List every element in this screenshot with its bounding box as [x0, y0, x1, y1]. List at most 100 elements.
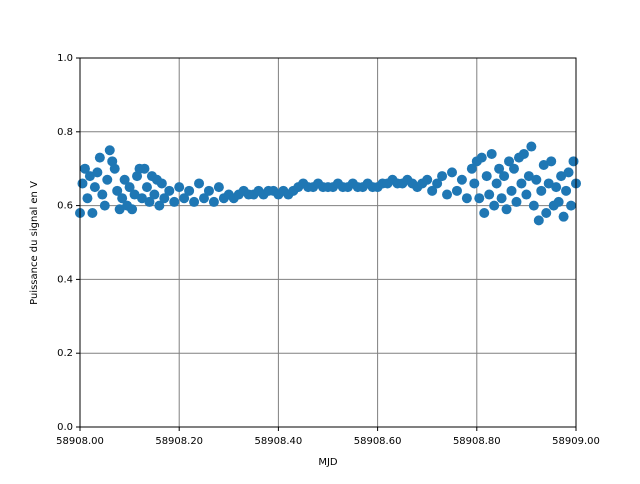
y-tick-label: 0.4: [57, 274, 73, 285]
data-point: [213, 182, 224, 193]
data-point: [77, 178, 88, 189]
data-point: [109, 163, 120, 174]
data-point: [501, 204, 512, 215]
data-point: [114, 204, 125, 215]
y-tick-label: 0.2: [57, 348, 73, 359]
data-point: [129, 189, 140, 200]
data-point: [469, 178, 480, 189]
data-point: [117, 193, 128, 204]
data-point: [184, 185, 195, 196]
data-point: [194, 178, 205, 189]
data-point: [491, 178, 502, 189]
data-point: [541, 207, 552, 218]
data-point: [87, 207, 98, 218]
data-point: [127, 204, 138, 215]
data-point: [526, 141, 537, 152]
data-point: [474, 193, 485, 204]
data-point: [479, 207, 490, 218]
data-point: [84, 171, 95, 182]
data-point: [164, 185, 175, 196]
data-point: [451, 185, 462, 196]
data-point: [494, 163, 505, 174]
data-point: [189, 196, 200, 207]
x-tick-label: 58908.00: [56, 436, 104, 447]
data-point: [476, 152, 487, 163]
data-point: [538, 160, 549, 171]
x-tick-label: 58908.80: [453, 436, 501, 447]
data-point: [82, 193, 93, 204]
data-point: [551, 182, 562, 193]
data-point: [528, 200, 539, 211]
data-point: [124, 182, 135, 193]
data-point: [556, 171, 567, 182]
x-tick-label: 58908.60: [354, 436, 402, 447]
data-point: [486, 148, 497, 159]
data-point: [521, 189, 532, 200]
y-tick-label: 0.8: [57, 127, 73, 138]
data-point: [92, 167, 103, 178]
data-point: [496, 193, 507, 204]
data-point: [518, 148, 529, 159]
data-point: [159, 193, 170, 204]
data-point: [144, 196, 155, 207]
data-point: [558, 211, 569, 222]
data-point: [568, 156, 579, 167]
data-point: [208, 196, 219, 207]
data-point: [504, 156, 515, 167]
data-point: [553, 196, 564, 207]
y-tick-label: 1.0: [57, 53, 73, 64]
data-point: [484, 189, 495, 200]
data-point: [139, 163, 150, 174]
data-point: [506, 185, 517, 196]
data-point: [481, 171, 492, 182]
data-point: [456, 174, 467, 185]
data-point: [516, 178, 527, 189]
data-point: [99, 200, 110, 211]
y-axis-label: Puissance du signal en V: [29, 181, 40, 305]
data-point: [523, 171, 534, 182]
data-point: [437, 171, 448, 182]
x-tick-label: 58909.00: [552, 436, 600, 447]
data-point: [94, 152, 105, 163]
data-point: [531, 174, 542, 185]
data-point: [169, 196, 180, 207]
data-point: [79, 163, 90, 174]
data-point: [432, 178, 443, 189]
data-point: [566, 200, 577, 211]
data-point: [511, 196, 522, 207]
data-point: [199, 193, 209, 204]
data-point: [546, 156, 557, 167]
data-point: [104, 145, 115, 156]
data-point: [203, 185, 214, 196]
data-point: [102, 174, 113, 185]
data-point: [509, 163, 519, 174]
data-point: [422, 174, 433, 185]
data-point: [427, 185, 438, 196]
data-point: [533, 215, 544, 226]
data-point: [156, 178, 167, 189]
data-point: [119, 174, 130, 185]
data-point: [137, 193, 147, 204]
data-point: [461, 193, 472, 204]
data-point: [141, 182, 152, 193]
y-tick-label: 0.6: [57, 201, 73, 212]
data-point: [561, 185, 572, 196]
x-tick-label: 58908.40: [255, 436, 303, 447]
data-point: [442, 189, 453, 200]
data-point: [466, 163, 477, 174]
data-point: [563, 167, 574, 178]
data-point: [543, 178, 554, 189]
data-point: [447, 167, 457, 178]
data-point: [489, 200, 500, 211]
data-point: [174, 182, 185, 193]
data-point: [97, 189, 108, 200]
data-point: [89, 182, 100, 193]
data-point: [536, 185, 547, 196]
x-tick-label: 58908.20: [155, 436, 203, 447]
plot-frame: [79, 57, 577, 428]
data-point: [499, 171, 510, 182]
data-point: [112, 185, 123, 196]
data-point: [149, 189, 160, 200]
data-point: [154, 200, 165, 211]
